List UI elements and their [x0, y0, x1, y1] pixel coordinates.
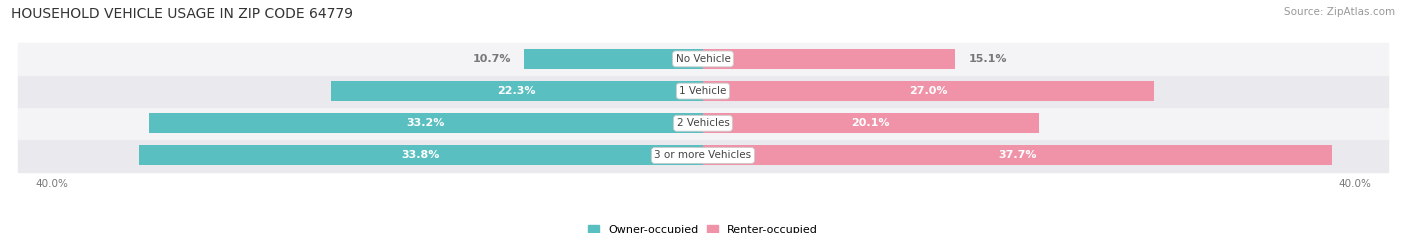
- Text: No Vehicle: No Vehicle: [675, 54, 731, 64]
- Legend: Owner-occupied, Renter-occupied: Owner-occupied, Renter-occupied: [583, 221, 823, 233]
- Text: HOUSEHOLD VEHICLE USAGE IN ZIP CODE 64779: HOUSEHOLD VEHICLE USAGE IN ZIP CODE 6477…: [11, 7, 353, 21]
- Text: 15.1%: 15.1%: [969, 54, 1007, 64]
- Text: 33.2%: 33.2%: [406, 118, 446, 128]
- Bar: [703, 81, 1154, 101]
- Bar: [18, 107, 1388, 139]
- Bar: [149, 113, 703, 133]
- Text: Source: ZipAtlas.com: Source: ZipAtlas.com: [1284, 7, 1395, 17]
- Text: 22.3%: 22.3%: [498, 86, 536, 96]
- Bar: [139, 145, 703, 165]
- Text: 33.8%: 33.8%: [402, 151, 440, 161]
- Text: 27.0%: 27.0%: [910, 86, 948, 96]
- Bar: [330, 81, 703, 101]
- Bar: [703, 49, 955, 69]
- Bar: [703, 113, 1039, 133]
- Text: 3 or more Vehicles: 3 or more Vehicles: [654, 151, 752, 161]
- Text: 2 Vehicles: 2 Vehicles: [676, 118, 730, 128]
- Bar: [18, 139, 1388, 171]
- Text: 37.7%: 37.7%: [998, 151, 1038, 161]
- Bar: [18, 43, 1388, 75]
- Text: 20.1%: 20.1%: [852, 118, 890, 128]
- Text: 40.0%: 40.0%: [1339, 179, 1371, 188]
- Bar: [524, 49, 703, 69]
- Bar: [18, 75, 1388, 107]
- Text: 1 Vehicle: 1 Vehicle: [679, 86, 727, 96]
- Text: 40.0%: 40.0%: [35, 179, 67, 188]
- Text: 10.7%: 10.7%: [472, 54, 510, 64]
- Bar: [703, 145, 1333, 165]
